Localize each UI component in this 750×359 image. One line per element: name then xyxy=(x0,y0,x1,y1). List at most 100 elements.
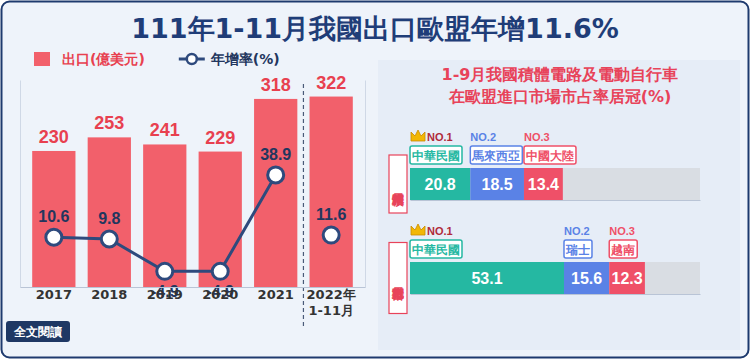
text-line: 2017 xyxy=(36,287,72,302)
bar-label: 241 xyxy=(150,120,180,140)
legend-swatch xyxy=(34,52,50,66)
text-line: 1-11月 xyxy=(308,303,354,318)
bar xyxy=(199,152,242,287)
x-axis xyxy=(411,294,701,295)
rank-label: NO.1 xyxy=(427,225,453,237)
series-name: 越南 xyxy=(610,243,635,257)
rank-label: NO.2 xyxy=(564,225,590,237)
y-axis: 電動自行車 xyxy=(389,243,407,314)
y-tick: 電動自行車 xyxy=(389,243,407,314)
chart-root: 111年1-11月我國出口歐盟年增11.6%230253241229318322… xyxy=(0,0,750,359)
y2-axis-line xyxy=(365,81,366,288)
bar-label: 253 xyxy=(94,113,124,133)
line xyxy=(54,175,276,271)
plot-frame xyxy=(410,168,700,200)
bar-label: 20.8 xyxy=(425,176,456,193)
point xyxy=(323,227,339,243)
bar xyxy=(88,137,131,287)
bar-label: 230 xyxy=(39,127,69,147)
rank: NO.2 xyxy=(470,131,496,143)
x-tick: 2019 xyxy=(147,287,183,302)
text-line: 2021 xyxy=(258,287,294,302)
text-line: 2022年 xyxy=(307,287,356,302)
series-tag: 中華民國 xyxy=(410,146,462,164)
x-tick: 2017 xyxy=(36,287,72,302)
rank-label: NO.2 xyxy=(470,131,496,143)
x-tick: 2020 xyxy=(202,287,238,302)
series-tag-box xyxy=(524,146,576,164)
read-more-box[interactable] xyxy=(6,321,70,342)
series-name: 馬來西亞 xyxy=(471,149,520,163)
series-name: 中華民國 xyxy=(412,243,460,257)
x-tick-label: 2017 xyxy=(36,287,72,302)
point-label: 11.6 xyxy=(316,206,346,223)
rank: NO.3 xyxy=(524,131,550,143)
series-tag-box xyxy=(609,240,637,258)
bar xyxy=(32,151,75,287)
x-tick-label: 2022年1-11月 xyxy=(307,287,356,318)
text-line: 111年1-11月我國出口歐盟年增11.6% xyxy=(131,13,619,44)
legend-marker xyxy=(187,54,197,64)
x-tick-label: 2021 xyxy=(258,287,294,302)
bar-label: 18.5 xyxy=(482,176,513,193)
text-line: 在歐盟進口市場市占率居冠(%) xyxy=(448,87,672,106)
x-axis: 2017 2018 2019 2020 2021 2022年1-11月 xyxy=(21,287,366,318)
y-axis xyxy=(20,81,21,288)
legend-label: 出口(億美元) xyxy=(62,51,145,67)
rank-label: NO.3 xyxy=(524,131,550,143)
bar-label: 12.3 xyxy=(611,270,642,287)
row-label-box xyxy=(389,155,407,213)
period-separator xyxy=(303,84,304,327)
data-labels: 23025324122931832210.69.8-4.9-4.938.911.… xyxy=(38,73,346,301)
point xyxy=(268,167,284,183)
bar-segment xyxy=(410,262,564,294)
bar-segment xyxy=(564,262,609,294)
point-label: 10.6 xyxy=(38,208,69,225)
x-axis-line xyxy=(411,200,701,201)
point-label: 9.8 xyxy=(98,210,120,227)
series-tag-box xyxy=(410,240,462,258)
text-line: 2020 xyxy=(202,287,238,302)
chart-title: 111年1-11月我國出口歐盟年增11.6% xyxy=(131,13,619,44)
text-line: 2019 xyxy=(147,287,183,302)
bar-segment xyxy=(410,168,470,200)
rank: NO.3 xyxy=(609,225,635,237)
text-line: 1-9月我國積體電路及電動自行車 xyxy=(442,65,679,84)
x-axis-line xyxy=(411,294,701,295)
bar-segment xyxy=(470,168,524,200)
y-axis: 積體電路 xyxy=(389,155,407,213)
crown-icon xyxy=(411,224,425,235)
rank: NO.1 xyxy=(411,224,453,237)
bar-label: 15.6 xyxy=(571,270,602,287)
series-name: 中華民國 xyxy=(412,149,460,163)
series-name: 瑞士 xyxy=(565,243,590,257)
x-tick: 2018 xyxy=(91,287,127,302)
series-tag: 中華民國 xyxy=(410,240,462,258)
y2-axis xyxy=(365,81,366,288)
plot-frame xyxy=(410,262,700,294)
text-line: 2018 xyxy=(91,287,127,302)
point xyxy=(157,263,173,279)
rank-label: NO.1 xyxy=(427,131,453,143)
canvas: 111年1-11月我國出口歐盟年增11.6%230253241229318322… xyxy=(0,0,750,359)
series-tag: 瑞士 xyxy=(564,240,592,258)
series-tag: 馬來西亞 xyxy=(470,146,522,164)
series-tag: 中國大陸 xyxy=(524,146,576,164)
panel-title: 1-9月我國積體電路及電動自行車在歐盟進口市場市占率居冠(%) xyxy=(442,65,679,106)
legend-item: 年增率(%) xyxy=(179,51,280,67)
read-more-button[interactable]: 全文閱讀 xyxy=(6,321,70,342)
y-tick-label: 積體電路 xyxy=(391,193,405,207)
point xyxy=(101,231,117,247)
point xyxy=(212,263,228,279)
series-tag-box xyxy=(470,146,522,164)
x-tick: 2021 xyxy=(258,287,294,302)
x-axis xyxy=(411,200,701,201)
bar-label: 53.1 xyxy=(471,270,502,287)
rank: NO.2 xyxy=(564,225,590,237)
bar xyxy=(143,144,186,287)
read-more-label[interactable]: 全文閱讀 xyxy=(13,325,63,339)
background xyxy=(2,2,749,358)
point-label: 38.9 xyxy=(260,146,291,163)
legend-item: 出口(億美元) xyxy=(34,51,145,67)
segment-labels: 20.8中華民國NO.118.5馬來西亞NO.213.4中國大陸NO.3 xyxy=(410,130,576,193)
